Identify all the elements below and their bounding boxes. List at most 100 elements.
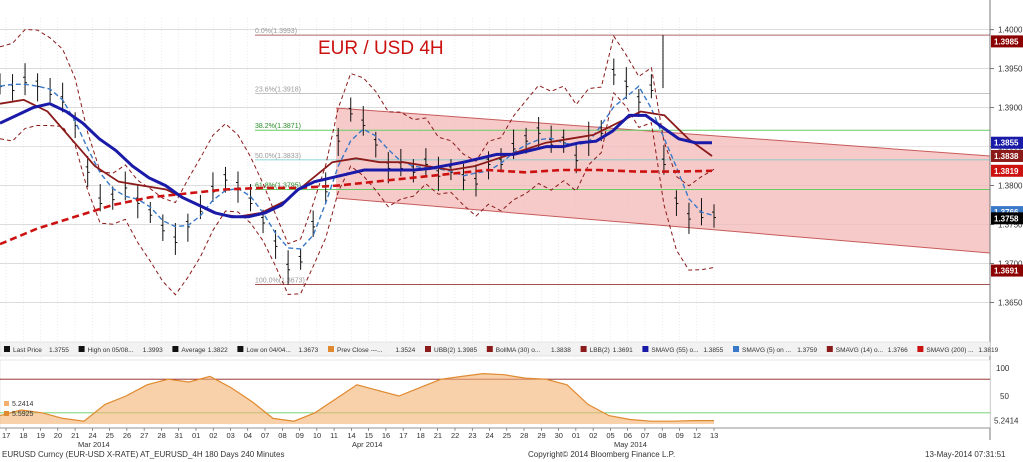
legend-item-label: UBB(2) <box>434 347 455 354</box>
fib-label: 50.0%(1.3833) <box>255 153 301 160</box>
legend-swatch <box>172 346 179 352</box>
x-tick-label: 07 <box>261 431 269 440</box>
x-tick-label: 18 <box>416 431 424 440</box>
x-tick-label: 17 <box>399 431 407 440</box>
x-tick-label: 28 <box>520 431 528 440</box>
price-tag-label: 1.3758 <box>994 214 1019 223</box>
fib-label: 38.2%(1.3871) <box>255 123 301 130</box>
legend-item-value: 1.3755 <box>49 347 69 354</box>
price-tag-box <box>991 212 1023 225</box>
legend-item-label: BollMA (30) o... <box>496 347 541 354</box>
x-tick-label: 25 <box>503 431 511 440</box>
legend-item-value: 1.3766 <box>888 347 908 354</box>
x-tick-label: 22 <box>451 431 459 440</box>
x-tick-label: 15 <box>365 431 373 440</box>
legend-swatch <box>642 346 649 352</box>
legend-item-label: SMAVG (5) on ... <box>742 347 791 354</box>
legend-item-value: 1.3759 <box>797 347 817 354</box>
x-month-label: Apr 2014 <box>352 440 382 449</box>
stoch-current-tag: 5.2414 <box>994 417 1019 426</box>
x-tick-label: 31 <box>175 431 183 440</box>
x-tick-label: 27 <box>140 431 148 440</box>
stoch-legend-swatch <box>4 401 9 406</box>
stochastic-panel: 100 50 5.2414 5.2414 5.5925 <box>0 359 1019 429</box>
price-tag-label: 1.3855 <box>994 139 1019 148</box>
legend-item-value: 1.3985 <box>457 347 477 354</box>
price-tag-label: 1.3838 <box>994 152 1019 161</box>
smavg55-line <box>0 102 712 219</box>
price-tag-label: 1.3819 <box>994 167 1019 176</box>
x-tick-label: 09 <box>296 431 304 440</box>
x-tick-label: 24 <box>486 431 494 440</box>
legend-item-label: Prev Close ---... <box>337 347 383 354</box>
y-tick-label: 1.3900 <box>998 104 1023 113</box>
x-tick-label: 24 <box>88 431 96 440</box>
legend-swatch <box>425 346 431 352</box>
legend-item-label: Last Price <box>13 347 42 354</box>
fib-label: 100.0%(1.3673) <box>255 278 305 285</box>
x-tick-label: 03 <box>226 431 234 440</box>
stoch-area <box>0 373 714 424</box>
x-tick-label: 18 <box>19 431 27 440</box>
stoch-legend-label: 5.5925 <box>12 411 34 418</box>
y-tick-label: 1.3700 <box>998 260 1023 269</box>
x-tick-label: 07 <box>641 431 649 440</box>
footer-source: EURUSD Curncy (EUR-USD X-RATE) AT_EURUSD… <box>2 450 285 459</box>
price-tag-box <box>991 264 1023 277</box>
x-tick-label: 05 <box>606 431 614 440</box>
x-tick-label: 21 <box>434 431 442 440</box>
chart-canvas: 0.0%(1.3993) 23.6%(1.3918) 38.2%(1.3871) 50… <box>0 0 1023 449</box>
chart-title: EUR / USD 4H <box>318 38 444 59</box>
legend-item-value: 1.3673 <box>298 347 318 354</box>
stoch-legend-swatch <box>4 411 9 416</box>
legend-item-label: SMAVG (14) o... <box>836 347 883 354</box>
legend-swatch <box>328 346 334 352</box>
stoch-line <box>0 372 714 422</box>
legend-background <box>0 341 991 357</box>
stoch-tick-50: 50 <box>1000 392 1009 401</box>
x-tick-label: 12 <box>693 431 701 440</box>
legend-item-value: 1.3819 <box>978 347 998 354</box>
x-tick-label: 19 <box>37 431 45 440</box>
x-tick-label: 01 <box>572 431 580 440</box>
fibonacci-levels: 0.0%(1.3993) 23.6%(1.3918) 38.2%(1.3871) 50… <box>255 28 990 285</box>
legend-item-value: 1.3691 <box>613 347 633 354</box>
x-tick-label: 10 <box>313 431 321 440</box>
legend-bar: Last Price 1.3755 High on 05/08... 1.3993 Av… <box>0 341 999 357</box>
x-month-label: Mar 2014 <box>78 440 110 449</box>
price-tags: 1.39851.38551.38381.38191.37661.37581.36… <box>991 35 1023 277</box>
fib-label: 0.0%(1.3993) <box>255 28 297 35</box>
x-tick-label: 25 <box>106 431 114 440</box>
y-tick-label: 1.4000 <box>998 26 1023 35</box>
x-tick-label: 30 <box>555 431 563 440</box>
price-tag-box <box>991 35 1023 48</box>
x-tick-label: 13 <box>710 431 718 440</box>
chart-title-group: EUR / USD 4H <box>318 38 444 59</box>
x-tick-label: 02 <box>209 431 217 440</box>
x-tick-label: 16 <box>382 431 390 440</box>
legend-swatch <box>917 346 924 352</box>
legend-swatch <box>78 346 85 352</box>
x-tick-label: 11 <box>330 431 338 440</box>
regression-channel <box>335 107 991 254</box>
stoch-legend-label: 5.2414 <box>12 401 34 408</box>
x-tick-label: 06 <box>624 431 632 440</box>
smavg14-line <box>0 98 713 218</box>
legend-item-value: 1.3838 <box>551 347 571 354</box>
y-tick-label: 1.3750 <box>998 221 1023 230</box>
channel-lower <box>335 197 991 254</box>
x-tick-label: 04 <box>244 431 252 440</box>
x-tick-label: 09 <box>675 431 683 440</box>
price-tag-box <box>991 149 1023 162</box>
legend-swatch <box>826 346 833 352</box>
legend-item-label: SMAVG (55) o... <box>651 347 698 354</box>
x-tick-label: 01 <box>192 431 200 440</box>
x-tick-label: 14 <box>347 431 355 440</box>
footer-timestamp: 13-May-2014 07:31:51 <box>925 450 1006 459</box>
legend-item-value: 1.3993 <box>143 347 163 354</box>
footer-copyright: Copyright© 2014 Bloomberg Finance L.P. <box>528 450 676 459</box>
legend-swatch <box>733 346 739 352</box>
legend-item-label: Low on 04/04... <box>246 347 291 354</box>
y-tick-label: 1.3650 <box>998 299 1023 308</box>
